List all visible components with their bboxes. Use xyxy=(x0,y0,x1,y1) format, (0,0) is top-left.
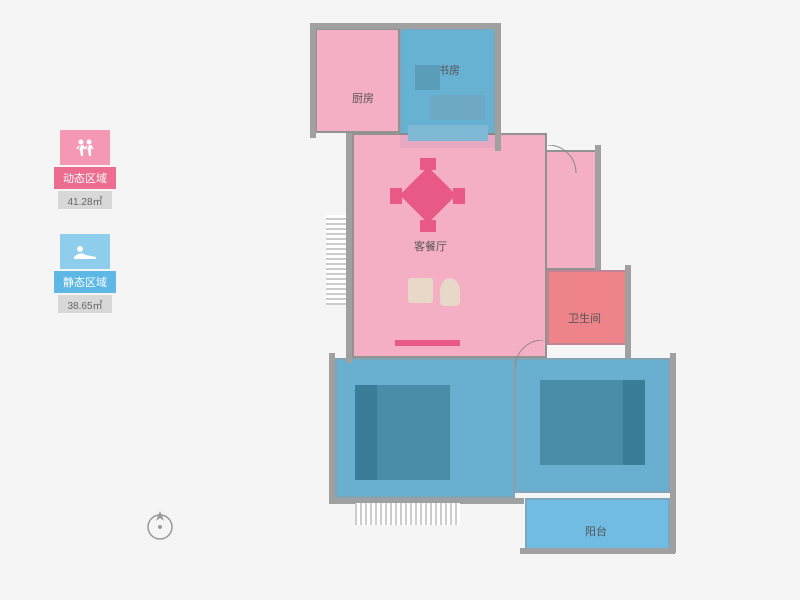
window-bottom xyxy=(355,503,460,525)
dynamic-zone-label: 动态区域 xyxy=(54,167,116,189)
legend-dynamic: 动态区域 41.28㎡ xyxy=(60,130,116,209)
wall-bottom-2 xyxy=(520,548,675,554)
compass-icon xyxy=(140,505,180,545)
room-living xyxy=(352,133,547,358)
bed-1-pillow xyxy=(355,385,377,480)
balcony-label: 阳台 xyxy=(585,523,607,539)
living-label: 客餐厅 xyxy=(414,238,447,254)
room-kitchen xyxy=(315,28,400,133)
door-arc-2 xyxy=(548,145,578,175)
window-left xyxy=(326,215,346,305)
kitchen-label: 厨房 xyxy=(352,90,374,106)
wall-left-1 xyxy=(310,23,316,138)
legend-panel: 动态区域 41.28㎡ 静态区域 38.65㎡ xyxy=(60,130,116,338)
static-zone-icon xyxy=(60,234,110,269)
static-zone-value: 38.65㎡ xyxy=(58,295,112,313)
dining-chair-4 xyxy=(453,188,465,204)
bed-2-pillow xyxy=(623,380,645,465)
wall-top xyxy=(310,23,500,29)
bathroom-overlay xyxy=(547,270,627,345)
toilet xyxy=(440,278,460,306)
dynamic-zone-value: 41.28㎡ xyxy=(58,191,112,209)
dynamic-zone-icon xyxy=(60,130,110,165)
bathroom-label: 卫生间 xyxy=(568,310,601,326)
floorplan: 厨房 书房 客餐厅 卫生间 卧室 卧室 阳台 xyxy=(300,20,690,580)
sofa xyxy=(395,340,460,346)
wall-right-4 xyxy=(495,23,501,151)
wall-right-3 xyxy=(595,145,601,270)
legend-static: 静态区域 38.65㎡ xyxy=(60,234,116,313)
study-chair xyxy=(415,65,440,90)
wall-left-3 xyxy=(329,353,335,503)
sink xyxy=(408,278,433,303)
wall-right-1 xyxy=(670,353,676,553)
wall-left-2 xyxy=(346,133,352,363)
dining-chair-3 xyxy=(390,188,402,204)
wall-right-2 xyxy=(625,265,631,358)
dining-chair-2 xyxy=(420,220,436,232)
study-cabinet xyxy=(408,125,488,141)
study-label: 书房 xyxy=(438,62,460,78)
study-desk xyxy=(430,95,485,120)
dining-chair-1 xyxy=(420,158,436,170)
static-zone-label: 静态区域 xyxy=(54,271,116,293)
door-arc-1 xyxy=(515,340,545,370)
